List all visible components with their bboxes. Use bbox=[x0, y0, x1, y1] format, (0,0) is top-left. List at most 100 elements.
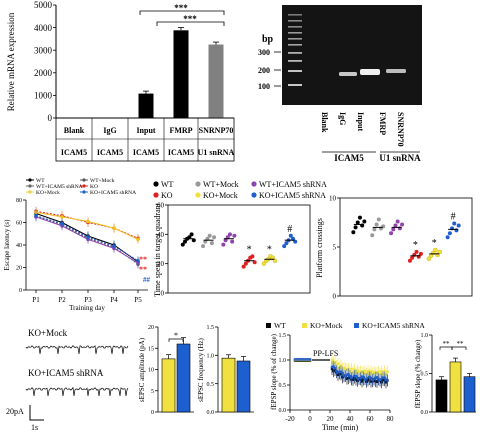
data-point bbox=[445, 235, 450, 240]
legend-marker bbox=[82, 178, 86, 182]
legend-marker bbox=[28, 190, 32, 194]
data-point bbox=[359, 376, 362, 380]
panel-i-xtick-label: 0 bbox=[308, 415, 312, 423]
panel-c-x-label: Training day bbox=[69, 304, 105, 312]
bar bbox=[236, 360, 251, 413]
gel-band-snrnp70 bbox=[386, 69, 406, 73]
data-point bbox=[369, 369, 373, 373]
data-point bbox=[60, 215, 64, 219]
legend-marker bbox=[153, 181, 159, 187]
gel-band-fmrp bbox=[360, 69, 380, 75]
data-point bbox=[359, 370, 362, 373]
panel-c-xtick-label: P1 bbox=[32, 296, 40, 304]
trace-scale-bar bbox=[29, 405, 44, 421]
legend-label: WT+Mock bbox=[90, 178, 115, 184]
data-point bbox=[378, 372, 382, 376]
scale-bar-x: 1s bbox=[31, 423, 38, 432]
panel-j-bar-chart: 0.0 0.5 1.0 ** ** fEPSP slope (% change) bbox=[414, 333, 476, 416]
data-point bbox=[136, 237, 140, 242]
data-point bbox=[395, 219, 400, 224]
group-label: ICAM5 bbox=[97, 148, 123, 157]
pp-lfs-label: PP-LFS bbox=[313, 349, 338, 358]
gel-lane-fmrp: FMRP bbox=[378, 112, 387, 135]
panel-a-ytick-label: 5000 bbox=[34, 0, 53, 10]
data-point bbox=[353, 225, 358, 230]
data-point bbox=[232, 233, 237, 238]
panel-d-sig: * bbox=[267, 244, 272, 255]
data-point bbox=[333, 366, 337, 370]
legend-label: WT bbox=[274, 321, 286, 330]
legend-label: KO bbox=[161, 191, 173, 200]
panel-j-sig-2: ** bbox=[457, 340, 465, 348]
gel-marker-200: 200 bbox=[258, 66, 270, 75]
panel-b-gel: bp 300 200 100 Blank IgG Input FMRP SNRNP70 IC… bbox=[258, 5, 422, 163]
data-point bbox=[418, 251, 423, 256]
panel-i-xtick-label: 60 bbox=[367, 415, 375, 423]
data-point bbox=[284, 241, 289, 246]
data-point bbox=[369, 376, 373, 380]
data-point bbox=[333, 360, 337, 364]
data-point bbox=[136, 258, 140, 263]
data-point bbox=[339, 370, 343, 373]
panel-a-ytick-label: 2000 bbox=[34, 68, 53, 78]
bar-fmrp bbox=[173, 30, 189, 119]
data-point bbox=[342, 374, 346, 377]
data-point bbox=[400, 222, 405, 227]
legend-marker bbox=[28, 184, 32, 188]
legend-label: WT+Mock bbox=[203, 180, 239, 189]
legend-label: KO+Mock bbox=[36, 190, 60, 196]
gel-bp-label: bp bbox=[262, 34, 274, 45]
panel-e-sig: * bbox=[413, 240, 418, 251]
data-point bbox=[336, 362, 340, 366]
panel-c-xtick-label: P4 bbox=[110, 296, 118, 304]
data-point bbox=[433, 247, 438, 253]
panel-c-sig-3: ## bbox=[143, 276, 151, 284]
legend-label: WT+ICAM5 shRNA bbox=[259, 180, 327, 189]
data-point bbox=[374, 222, 379, 227]
panel-j-sig-1: ** bbox=[443, 340, 451, 348]
legend-marker bbox=[195, 192, 201, 198]
data-point bbox=[332, 365, 335, 368]
data-point bbox=[330, 358, 334, 362]
data-point bbox=[365, 378, 368, 381]
data-point bbox=[372, 370, 376, 374]
gel-image bbox=[282, 5, 422, 105]
panel-d-frame bbox=[167, 204, 311, 294]
data-point bbox=[363, 369, 367, 373]
panel-c-ytick-label: 20 bbox=[16, 266, 22, 272]
sig-bracket-1 bbox=[139, 10, 225, 15]
data-point bbox=[282, 244, 287, 249]
panel-f-traces: KO+Mock KO+ICAM5 shRNA 20pA 1s bbox=[6, 328, 129, 432]
data-point bbox=[112, 244, 116, 248]
panel-a-category-table: Blank ICAM5 IgG ICAM5 Input ICAM5 FMRP ICAM5 SNR… bbox=[55, 117, 235, 162]
data-point bbox=[380, 378, 383, 381]
bar bbox=[161, 358, 176, 413]
data-point bbox=[393, 223, 398, 228]
common-legend: WT WT+Mock WT+ICAM5 shRNA KO KO+Mock KO+ICAM5… bbox=[153, 180, 327, 200]
data-point bbox=[341, 371, 344, 375]
data-point bbox=[426, 256, 431, 261]
small-ytick-label: 0 bbox=[151, 410, 154, 416]
panel-i-time-course: WT KO+Mock KO+ICAM5 shRNA 0.0 0.5 1.0 1.5 -20… bbox=[266, 321, 425, 432]
panel-a-bar-chart: 0 1000 2000 3000 4000 5000 Relative mRNA expr… bbox=[6, 0, 235, 162]
gel-marker-labels: 300 200 100 bbox=[258, 48, 281, 91]
data-point bbox=[456, 223, 461, 228]
panel-i-xtick-label: -20 bbox=[285, 415, 295, 423]
legend-label: KO+ICAM5 shRNA bbox=[90, 190, 136, 196]
trace-ko-shrna bbox=[25, 386, 129, 397]
data-point bbox=[189, 232, 194, 237]
data-point bbox=[375, 376, 379, 379]
data-point bbox=[376, 217, 381, 222]
data-point bbox=[355, 220, 360, 225]
legend-label: KO+Mock bbox=[310, 321, 343, 330]
panel-a-y-label: Relative mRNA expression bbox=[6, 12, 16, 111]
data-point bbox=[383, 376, 386, 379]
data-point bbox=[362, 219, 367, 224]
legend-label: KO+ICAM5 shRNA bbox=[362, 321, 425, 330]
data-point bbox=[377, 370, 380, 374]
legend-marker bbox=[251, 192, 257, 198]
panel-i-y-label: fEPSP slope (% of change) bbox=[270, 333, 278, 410]
data-point bbox=[371, 378, 374, 382]
data-point bbox=[356, 369, 359, 372]
group-label: ICAM5 bbox=[61, 148, 87, 157]
